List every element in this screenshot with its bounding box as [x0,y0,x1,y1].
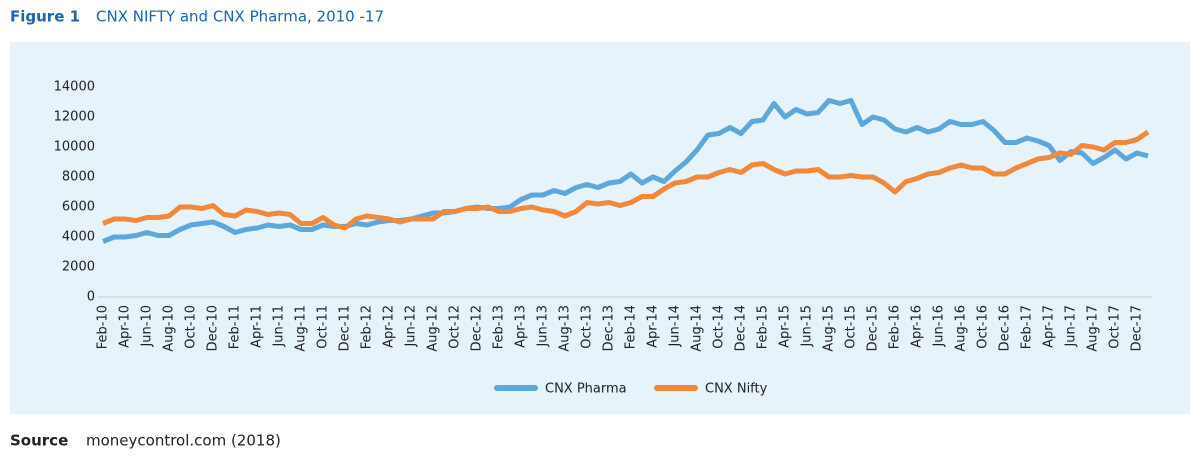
y-tick-label: 2000 [62,260,95,275]
x-tick-label: Apr-12 [382,305,397,348]
x-tick-label: Dec-10 [206,305,221,351]
x-tick-label: Feb-15 [756,305,771,349]
legend-label: CNX Pharma [545,382,627,397]
x-tick-label: Dec-16 [998,305,1013,351]
x-tick-label: Apr-10 [118,305,133,348]
x-tick-label: Jun-13 [536,305,551,348]
x-tick-label: Aug-12 [426,305,441,352]
x-tick-label: Dec-14 [734,305,749,351]
x-tick-label: Oct-17 [1108,305,1123,349]
x-tick-label: Apr-17 [1042,305,1057,348]
y-tick-label: 12000 [54,110,95,125]
y-tick-label: 14000 [54,80,95,95]
legend-label: CNX Nifty [705,382,768,397]
x-tick-label: Jun-15 [800,305,815,348]
x-tick-label: Oct-13 [580,305,595,349]
y-tick-label: 6000 [62,200,95,215]
chart-title: CNX NIFTY and CNX Pharma, 2010 -17 [96,8,384,26]
x-tick-label: Feb-10 [96,305,111,349]
x-tick-label: Apr-15 [778,305,793,348]
x-tick-label: Apr-11 [250,305,265,348]
x-tick-label: Aug-17 [1086,305,1101,352]
x-tick-label: Aug-14 [690,305,705,352]
series-line [102,129,1150,231]
x-tick-label: Feb-13 [492,305,507,349]
x-tick-label: Aug-16 [954,305,969,352]
x-tick-label: Jun-12 [404,305,419,348]
x-tick-label: Jun-11 [272,305,287,348]
x-tick-label: Dec-13 [602,305,617,351]
x-tick-label: Jun-16 [932,305,947,348]
x-tick-label: Jun-17 [1064,305,1079,348]
x-tick-label: Dec-17 [1130,305,1145,351]
plot-panel [10,42,1190,414]
y-tick-label: 8000 [62,170,95,185]
x-tick-label: Aug-10 [162,305,177,352]
x-tick-label: Jun-10 [140,305,155,348]
x-tick-label: Aug-11 [294,305,309,352]
x-tick-label: Oct-11 [316,305,331,349]
x-tick-label: Feb-11 [228,305,243,349]
x-tick-label: Jun-14 [668,305,683,348]
x-tick-label: Oct-15 [844,305,859,349]
x-tick-label: Dec-12 [470,305,485,351]
x-tick-label: Feb-16 [888,305,903,349]
x-tick-label: Feb-14 [624,305,639,349]
x-tick-label: Oct-12 [448,305,463,349]
x-tick-label: Oct-10 [184,305,199,349]
x-tick-label: Aug-15 [822,305,837,352]
x-tick-label: Apr-16 [910,305,925,348]
x-tick-label: Oct-16 [976,305,991,349]
figure-label: Figure 1 [10,8,80,26]
series-line [102,98,1149,244]
y-tick-label: 10000 [54,140,95,155]
source: moneycontrol.com (2018) [86,432,281,450]
x-tick-label: Oct-14 [712,305,727,349]
source-label: Source [10,432,68,450]
x-tick-label: Feb-17 [1020,305,1035,349]
y-tick-label: 4000 [62,230,95,245]
x-tick-label: Dec-15 [866,305,881,351]
x-tick-label: Apr-13 [514,305,529,348]
x-tick-label: Apr-14 [646,305,661,348]
y-tick-label: 0 [87,290,95,305]
x-tick-label: Feb-12 [360,305,375,349]
x-tick-label: Aug-13 [558,305,573,352]
x-tick-label: Dec-11 [338,305,353,351]
